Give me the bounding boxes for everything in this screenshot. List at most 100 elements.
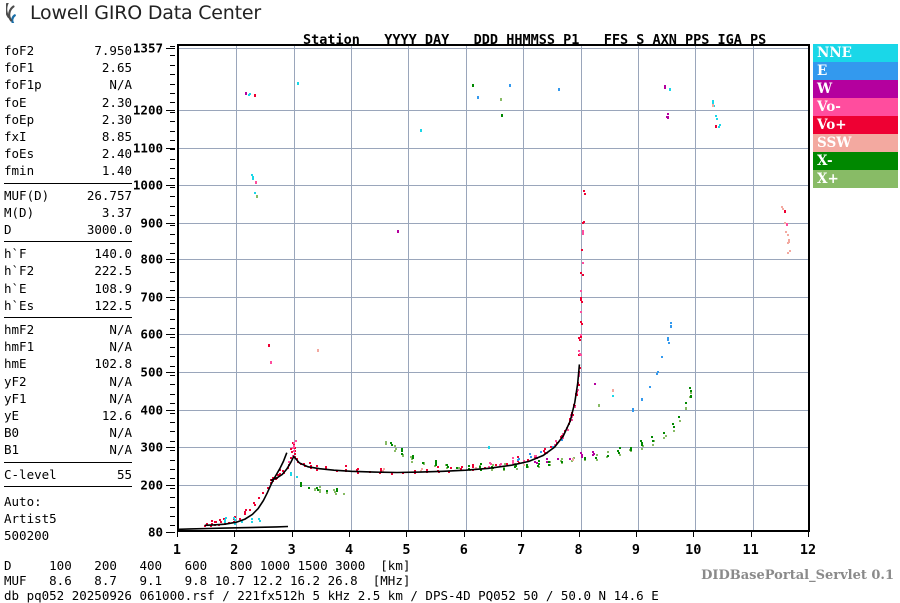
- data-point: [310, 465, 312, 467]
- legend-item-x[interactable]: X+: [813, 170, 898, 188]
- data-point: [529, 453, 531, 455]
- x-axis-label: 6: [459, 542, 468, 558]
- data-point: [356, 469, 358, 471]
- data-point: [480, 463, 482, 465]
- legend-item-e[interactable]: E: [813, 62, 898, 80]
- y-axis-minor-tick: [170, 300, 175, 301]
- y-axis-minor-tick: [170, 469, 175, 470]
- x-axis-label: 10: [685, 542, 702, 558]
- param-value: N/A: [109, 425, 132, 441]
- data-point: [663, 437, 665, 439]
- y-axis-minor-tick: [170, 215, 175, 216]
- data-point: [411, 458, 413, 460]
- legend-item-x[interactable]: X-: [813, 152, 898, 170]
- data-point: [206, 523, 208, 525]
- param-key: M(D): [4, 204, 35, 220]
- noise-point: [420, 129, 422, 132]
- data-point: [506, 463, 508, 465]
- param-row: foE 2.30: [4, 94, 132, 111]
- data-point: [527, 459, 529, 461]
- data-point: [606, 456, 608, 458]
- param-key: foF1: [4, 60, 35, 76]
- logo-text: Lowell GIRO Data Center: [30, 2, 261, 24]
- data-point: [549, 464, 551, 466]
- divider: [4, 317, 132, 319]
- data-point: [557, 458, 559, 460]
- param-value: 122.5: [94, 297, 132, 313]
- data-point: [788, 239, 790, 241]
- data-point: [651, 436, 653, 438]
- data-point: [567, 429, 569, 431]
- autoscaler-line: Auto:: [4, 493, 42, 509]
- y-axis-tick: [166, 410, 175, 411]
- noise-point: [786, 223, 788, 226]
- data-point: [517, 460, 519, 462]
- data-point: [391, 473, 393, 475]
- y-axis-tick: [166, 259, 175, 260]
- y-axis-minor-tick: [170, 93, 175, 94]
- noise-point: [397, 230, 399, 233]
- model-trace: [270, 364, 581, 482]
- data-point: [668, 342, 670, 344]
- noise-point: [270, 361, 272, 364]
- data-point: [664, 87, 666, 89]
- legend-item-w[interactable]: W: [813, 80, 898, 98]
- y-axis-minor-tick: [170, 140, 175, 141]
- data-point: [279, 473, 281, 475]
- data-point: [719, 124, 721, 126]
- legend-item-ssw[interactable]: SSW: [813, 134, 898, 152]
- data-point: [244, 511, 246, 513]
- param-key: C-level: [4, 466, 57, 482]
- legend-item-nne[interactable]: NNE: [813, 44, 898, 62]
- data-point: [579, 367, 581, 369]
- param-row: MUF(D) 26.757: [4, 187, 132, 204]
- data-point: [314, 489, 316, 491]
- data-point: [294, 450, 296, 452]
- wifi-arcs-icon: [6, 3, 28, 23]
- data-point: [326, 490, 328, 492]
- noise-point: [472, 84, 474, 87]
- param-value: N/A: [109, 373, 132, 389]
- data-point: [211, 523, 213, 525]
- data-point: [534, 455, 536, 457]
- y-axis-minor-tick: [170, 281, 175, 282]
- param-value: 2.40: [101, 146, 132, 162]
- data-point: [561, 462, 563, 464]
- noise-point: [268, 344, 270, 347]
- y-axis-minor-tick: [170, 272, 175, 273]
- x-axis-label: 3: [287, 542, 296, 558]
- data-point: [290, 474, 292, 476]
- y-axis-minor-tick: [170, 243, 175, 244]
- legend-item-vo[interactable]: Vo+: [813, 116, 898, 134]
- data-point: [472, 464, 474, 466]
- param-row: hmF1 N/A: [4, 338, 132, 355]
- legend-item-vo[interactable]: Vo-: [813, 98, 898, 116]
- noise-point: [245, 92, 247, 95]
- gridline-horizontal: [179, 485, 808, 486]
- data-point: [652, 440, 654, 442]
- data-point: [245, 509, 247, 511]
- data-point: [503, 468, 505, 470]
- data-point: [402, 454, 404, 456]
- param-key: yE: [4, 408, 20, 424]
- y-axis-minor-tick: [170, 384, 175, 385]
- data-point: [401, 448, 403, 450]
- y-axis-label: 1357: [132, 40, 163, 56]
- noise-point: [254, 94, 256, 97]
- noise-point: [558, 88, 560, 91]
- ionogram-plot[interactable]: [177, 44, 810, 532]
- data-point: [537, 465, 539, 467]
- x-axis-label: 2: [230, 542, 239, 558]
- gridline-horizontal: [179, 372, 808, 373]
- data-point: [239, 518, 241, 520]
- data-point: [488, 446, 490, 448]
- data-point: [244, 513, 246, 515]
- data-point: [690, 392, 692, 394]
- y-axis-minor-tick: [170, 131, 175, 132]
- data-point: [527, 466, 529, 468]
- data-point: [544, 452, 546, 454]
- param-value: 108.9: [94, 280, 132, 296]
- data-point: [314, 488, 316, 490]
- data-point: [670, 325, 672, 327]
- data-point: [685, 402, 687, 404]
